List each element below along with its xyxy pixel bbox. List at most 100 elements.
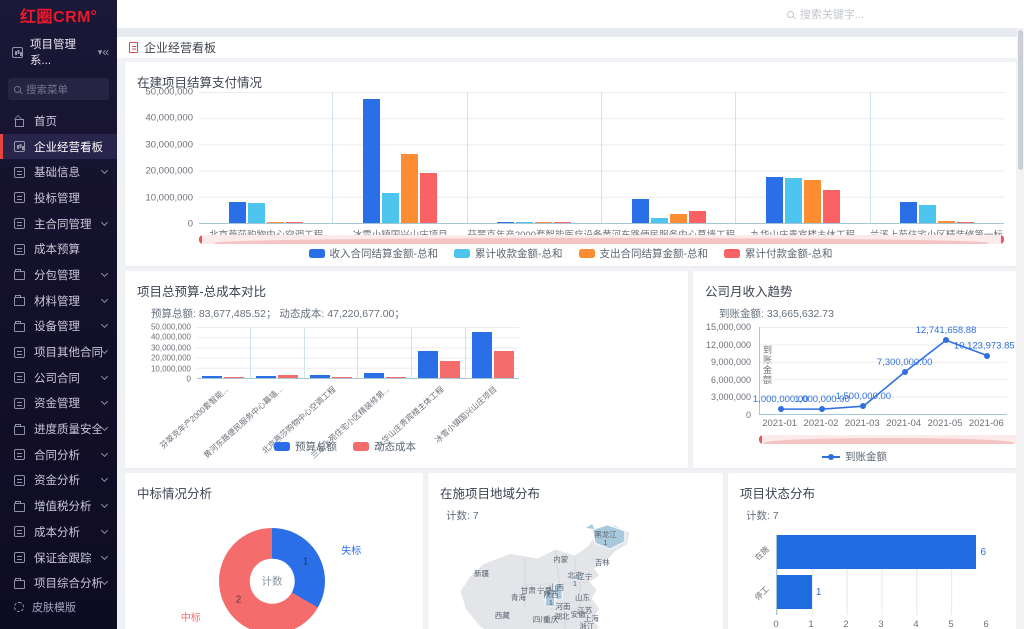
map-province-label[interactable]: 黑龙江 1 xyxy=(594,530,617,548)
legend-item[interactable]: 支出合同结算金额-总和 xyxy=(578,246,708,261)
legend-item[interactable]: 收入合同结算金额-总和 xyxy=(308,246,438,261)
bar[interactable] xyxy=(381,192,399,223)
data-point[interactable] xyxy=(819,406,825,413)
bar[interactable] xyxy=(332,377,353,378)
bar[interactable] xyxy=(417,350,438,378)
sidebar-item[interactable]: 材料管理 xyxy=(0,288,117,314)
data-point[interactable] xyxy=(777,406,784,413)
map-province-label[interactable]: 辽宁 xyxy=(577,571,593,581)
map-province-label[interactable]: 重庆 xyxy=(543,614,559,624)
sidebar-item[interactable]: 增值税分析 xyxy=(0,493,117,519)
bar[interactable] xyxy=(256,375,277,378)
bar[interactable] xyxy=(471,332,492,378)
sidebar-item[interactable]: 基础信息 xyxy=(0,159,117,185)
bar[interactable] xyxy=(900,202,918,223)
map-province-label[interactable]: 宁夏 xyxy=(537,586,552,595)
bar[interactable] xyxy=(777,575,812,609)
sidebar-item[interactable]: 企业经营看板 xyxy=(0,133,117,160)
legend-item[interactable]: 累计付款金额-总和 xyxy=(724,246,833,261)
bar[interactable] xyxy=(247,202,265,223)
bar[interactable] xyxy=(278,375,299,378)
sidebar-item[interactable]: 成本预算 xyxy=(0,236,117,262)
bar[interactable] xyxy=(419,172,437,223)
sidebar-item[interactable]: 首页 xyxy=(0,108,117,134)
bar[interactable] xyxy=(310,374,331,378)
skin-template-button[interactable]: 皮肤模版 xyxy=(0,599,117,615)
data-point[interactable] xyxy=(943,337,949,344)
map-province-label[interactable]: 山东 xyxy=(575,593,590,603)
province-beijing[interactable] xyxy=(571,574,581,580)
sidebar-item[interactable]: 公司合同 xyxy=(0,365,117,391)
sidebar-collapse-icon[interactable]: « xyxy=(102,45,109,59)
bar[interactable] xyxy=(554,222,572,223)
map-province-label[interactable]: 内蒙 xyxy=(553,554,569,564)
datazoom-handle-left[interactable] xyxy=(199,235,202,244)
datazoom-handle-left[interactable] xyxy=(759,435,762,444)
system-switcher[interactable]: 项目管理系... ▾ « xyxy=(0,30,117,74)
bar[interactable] xyxy=(224,377,245,378)
datazoom-handle-right[interactable] xyxy=(1001,235,1004,244)
map-province-label[interactable]: 江苏 xyxy=(577,606,593,616)
bar[interactable] xyxy=(938,221,956,223)
bar[interactable] xyxy=(803,179,821,223)
sidebar-item[interactable]: 资金管理 xyxy=(0,391,117,417)
data-point[interactable] xyxy=(901,369,908,376)
bar[interactable] xyxy=(228,201,246,223)
map-province-label[interactable]: 青海 xyxy=(511,593,526,603)
bar[interactable] xyxy=(400,154,418,223)
bar[interactable] xyxy=(516,222,534,223)
bar[interactable] xyxy=(285,222,303,223)
bar[interactable] xyxy=(535,222,553,223)
bar[interactable] xyxy=(777,535,977,569)
china-map[interactable]: 新疆西藏 青海 甘肃 内蒙 黑龙江 1 吉林 辽宁 北京 1 宁夏 山西 陕西 1 山东 河南 江苏 安徽 上海 四川… xyxy=(450,519,700,629)
scrollbar-thumb[interactable] xyxy=(1018,30,1023,170)
bar[interactable] xyxy=(688,211,706,223)
map-province-label[interactable]: 吉林 xyxy=(594,558,610,568)
map-province-label[interactable]: 新疆 xyxy=(474,569,489,579)
province-shaanxi[interactable] xyxy=(544,587,556,607)
data-point[interactable] xyxy=(860,403,867,410)
bar[interactable] xyxy=(650,218,668,223)
sidebar-search-input[interactable]: 搜索菜单 xyxy=(8,78,109,100)
sidebar-item[interactable]: 合同分析 xyxy=(0,442,117,468)
map-province-label[interactable]: 安徽 xyxy=(570,610,586,619)
map-province-label[interactable]: 四川 xyxy=(532,614,548,624)
map-province-label[interactable]: 浙江 xyxy=(579,622,595,629)
bar[interactable] xyxy=(493,350,514,378)
map-province-label[interactable]: 河南 xyxy=(555,601,571,611)
bar[interactable] xyxy=(362,98,380,223)
map-province-label[interactable]: 陕西 1 xyxy=(543,590,559,608)
sidebar-item[interactable]: 分包管理 xyxy=(0,262,117,288)
map-province-label[interactable]: 甘肃 xyxy=(520,586,536,595)
map-province-label[interactable]: 北京 1 xyxy=(567,571,583,589)
legend-item[interactable]: 到账金额 xyxy=(822,449,887,464)
sidebar-item[interactable]: 进度质量安全 xyxy=(0,416,117,442)
bar[interactable] xyxy=(631,198,649,223)
bar[interactable] xyxy=(385,377,406,378)
sidebar-item[interactable]: 设备管理 xyxy=(0,314,117,340)
bar[interactable] xyxy=(919,204,937,223)
donut-chart[interactable] xyxy=(219,528,325,629)
bar[interactable] xyxy=(266,221,284,223)
data-point[interactable] xyxy=(984,352,991,359)
bar[interactable] xyxy=(784,178,802,223)
legend-item[interactable]: 预算总额 xyxy=(274,439,337,454)
province-shanxi[interactable] xyxy=(554,583,564,601)
bar[interactable] xyxy=(957,222,975,223)
datazoom-slider[interactable] xyxy=(199,235,1004,244)
bar[interactable] xyxy=(439,361,460,378)
bar[interactable] xyxy=(669,214,687,223)
bar[interactable] xyxy=(765,176,783,223)
map-province-label[interactable]: 山西 xyxy=(549,583,564,592)
legend-item[interactable]: 累计收款金额-总和 xyxy=(454,246,563,261)
sidebar-item[interactable]: 项目其他合同 xyxy=(0,339,117,365)
map-province-label[interactable]: 湖北 xyxy=(554,612,570,622)
legend-item[interactable]: 动态成本 xyxy=(353,439,416,454)
map-province-label[interactable]: 西藏 xyxy=(494,611,510,621)
sidebar-item[interactable]: 资金分析 xyxy=(0,468,117,494)
sidebar-item[interactable]: 成本分析 xyxy=(0,519,117,545)
global-search-input[interactable]: 搜索关键字... xyxy=(786,6,864,22)
map-province-label[interactable]: 上海 xyxy=(583,613,599,623)
bar[interactable] xyxy=(202,376,223,378)
sidebar-item[interactable]: 投标管理 xyxy=(0,185,117,211)
